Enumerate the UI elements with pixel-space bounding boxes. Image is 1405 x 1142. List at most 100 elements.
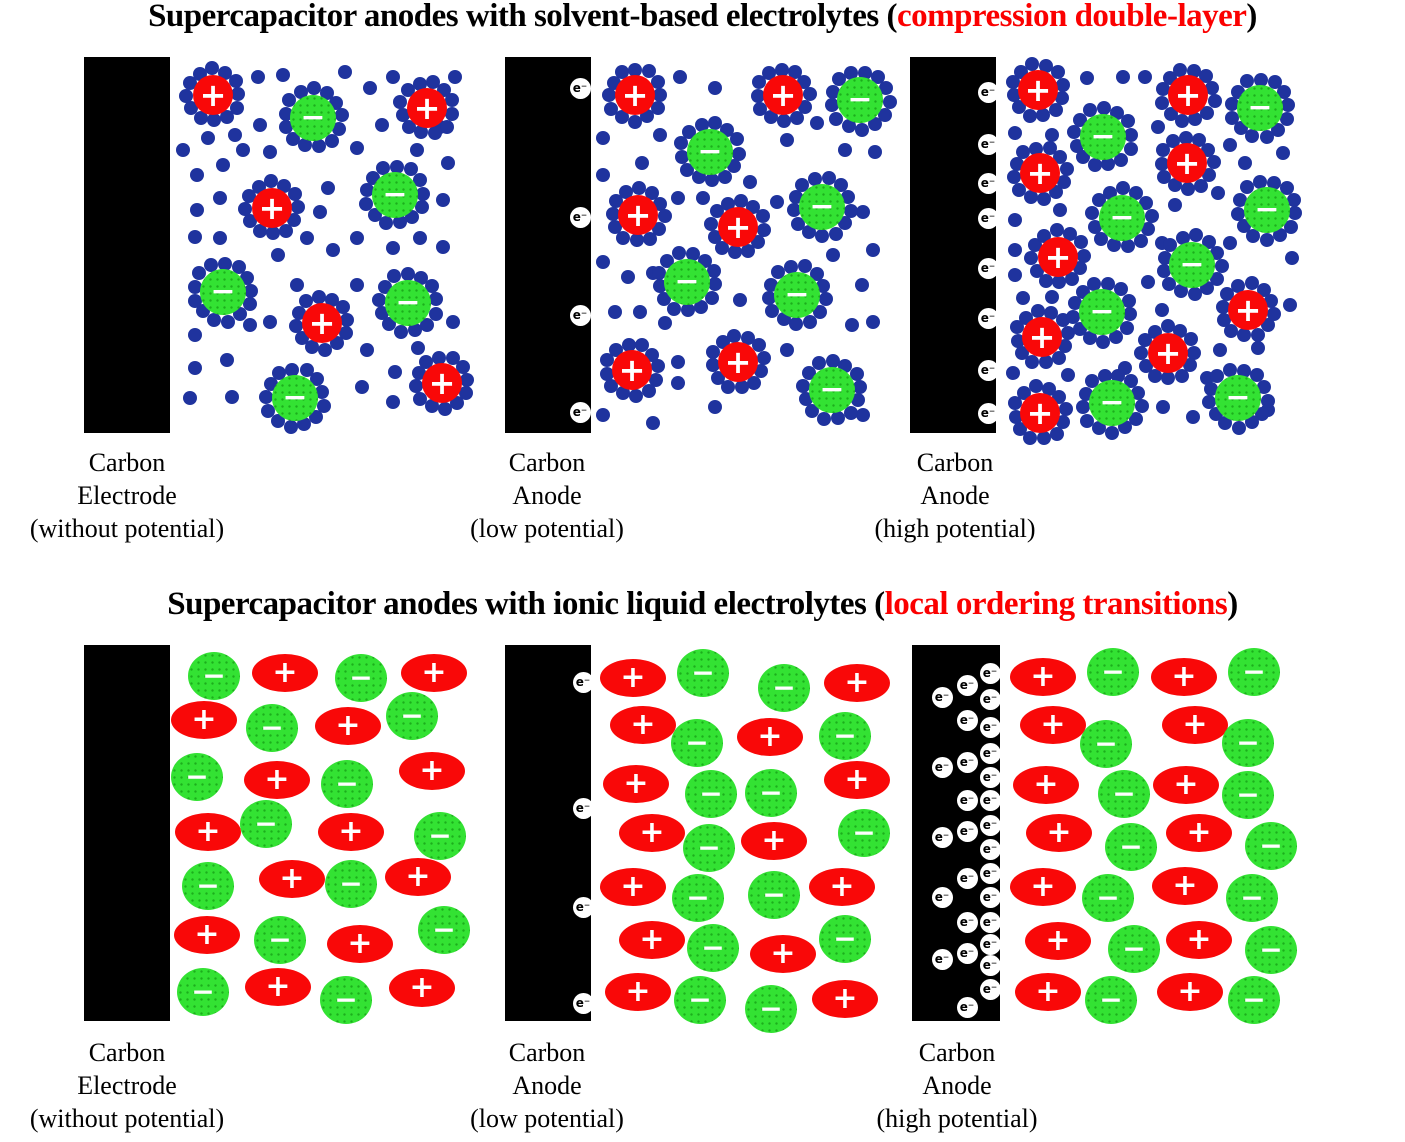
solvation-shell-dot — [1246, 228, 1261, 243]
solvation-shell-dot — [1010, 320, 1025, 335]
solvation-shell-dot — [427, 125, 442, 140]
solvated-cation-ion: + — [615, 75, 655, 115]
anion-ellipse: − — [748, 871, 800, 919]
cation-ellipse: + — [741, 822, 807, 860]
cation-ellipse: + — [318, 813, 384, 851]
solvation-shell-dot — [1027, 238, 1042, 253]
solvation-shell-dot — [1012, 422, 1027, 437]
solvation-shell-dot — [1174, 368, 1189, 383]
anion-ellipse: − — [418, 906, 470, 954]
solvation-shell-dot — [761, 290, 776, 305]
solvation-shell-dot — [310, 372, 325, 387]
cation-ellipse: + — [619, 921, 685, 959]
carbon-electrode-solvent-panel-0 — [84, 57, 170, 433]
anion-ellipse: − — [1222, 719, 1274, 767]
solvation-shell-dot — [1259, 233, 1274, 248]
solvation-shell-dot — [1224, 324, 1239, 339]
solvation-shell-dot — [298, 137, 313, 152]
solvation-shell-dot — [1066, 125, 1081, 140]
solvation-shell-dot — [279, 223, 294, 238]
solvated-anion-ion: − — [1089, 380, 1135, 426]
electron-badge: e⁻ — [977, 257, 999, 279]
solvation-shell-dot — [359, 182, 374, 197]
solvent-dot — [313, 205, 327, 219]
electrode-label-ionic-panel-0: Carbon Electrode (without potential) — [30, 1036, 224, 1135]
anion-ellipse: − — [171, 753, 223, 801]
solvation-shell-dot — [829, 111, 844, 126]
solvation-shell-dot — [770, 265, 785, 280]
solvent-dot — [838, 143, 852, 157]
solvation-shell-dot — [1065, 272, 1080, 287]
solvation-shell-dot — [1133, 234, 1148, 249]
solvation-shell-dot — [279, 120, 294, 135]
solvation-shell-dot — [1187, 287, 1202, 302]
solvent-dot — [386, 241, 400, 255]
solvated-anion-ion: − — [809, 367, 855, 413]
solvation-shell-dot — [339, 312, 354, 327]
title-solvent-highlight: compression double-layer — [896, 0, 1247, 34]
solvation-shell-dot — [283, 420, 298, 435]
solvation-shell-dot — [1036, 107, 1051, 122]
solvation-shell-dot — [1016, 145, 1031, 160]
solvent-dot — [225, 390, 239, 404]
solvent-dot — [1045, 290, 1059, 304]
cation-ellipse: + — [610, 706, 676, 744]
solvation-shell-dot — [604, 101, 619, 116]
electrode-label-line-2: (low potential) — [470, 514, 624, 543]
solvation-shell-dot — [615, 385, 630, 400]
cation-ellipse: + — [327, 925, 393, 963]
solvent-dot — [1006, 366, 1020, 380]
solvent-dot — [810, 116, 824, 130]
solvation-shell-dot — [734, 193, 749, 208]
cation-ellipse: + — [245, 968, 311, 1006]
solvation-shell-dot — [252, 224, 267, 239]
solvation-shell-dot — [431, 350, 446, 365]
solvation-shell-dot — [608, 193, 623, 208]
solvated-cation-ion: + — [302, 303, 342, 343]
solvation-shell-dot — [1101, 157, 1116, 172]
electron-badge: e⁻ — [979, 933, 1001, 955]
electron-badge: e⁻ — [569, 77, 591, 99]
solvation-shell-dot — [1038, 58, 1053, 73]
solvation-shell-dot — [438, 402, 453, 417]
solvated-anion-ion: − — [837, 77, 883, 123]
solvation-shell-dot — [1014, 346, 1029, 361]
solvation-shell-dot — [817, 412, 832, 427]
electron-badge: e⁻ — [569, 304, 591, 326]
solvation-shell-dot — [708, 277, 723, 292]
solvation-shell-dot — [311, 290, 326, 305]
solvation-shell-dot — [1186, 345, 1201, 360]
solvation-shell-dot — [1036, 431, 1051, 446]
solvation-shell-dot — [798, 99, 813, 114]
solvation-shell-dot — [1266, 176, 1281, 191]
anion-ellipse: − — [321, 760, 373, 808]
solvent-dot — [1016, 291, 1030, 305]
solvent-dot — [216, 158, 230, 172]
solvated-cation-ion: + — [1022, 317, 1062, 357]
solvation-shell-dot — [628, 62, 642, 77]
solvent-dot — [253, 118, 267, 132]
solvation-shell-dot — [376, 160, 391, 175]
solvation-shell-dot — [1083, 102, 1098, 117]
solvation-shell-dot — [602, 88, 616, 102]
solvation-shell-dot — [1280, 112, 1295, 127]
solvent-dot — [780, 133, 794, 147]
solvation-shell-dot — [811, 355, 826, 370]
solvation-shell-dot — [1202, 234, 1217, 249]
solvated-anion-ion: − — [1215, 375, 1261, 421]
solvation-shell-dot — [207, 312, 222, 327]
electron-badge: e⁻ — [979, 688, 1001, 710]
solvated-cation-ion: + — [1018, 70, 1058, 110]
cation-ellipse: + — [1157, 973, 1223, 1011]
solvation-shell-dot — [1271, 122, 1286, 137]
solvation-shell-dot — [393, 94, 408, 109]
solvation-shell-dot — [285, 362, 300, 377]
solvation-shell-dot — [1097, 368, 1112, 383]
solvation-shell-dot — [1205, 80, 1220, 95]
solvation-shell-dot — [1233, 192, 1248, 207]
solvation-shell-dot — [788, 64, 803, 79]
solvated-cation-ion: + — [1167, 143, 1207, 183]
solvation-shell-dot — [606, 206, 621, 221]
solvation-shell-dot — [407, 322, 422, 337]
solvation-shell-dot — [841, 190, 856, 205]
